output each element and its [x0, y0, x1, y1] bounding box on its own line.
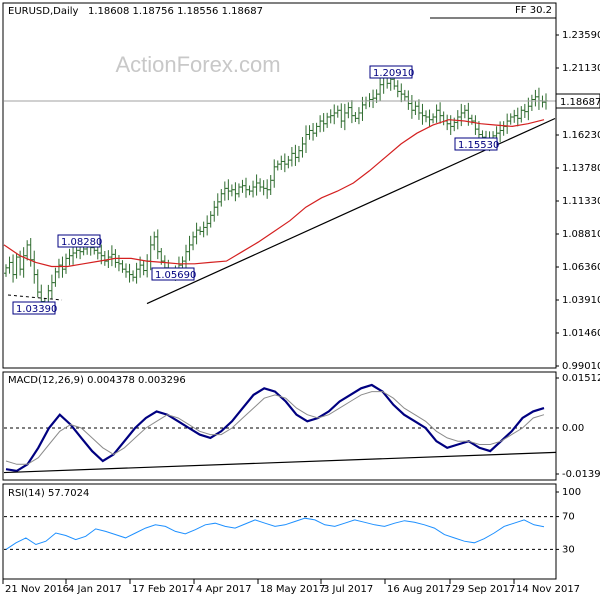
price-annotation-label: 1.08280 — [61, 237, 102, 248]
x-tick-label: 4 Jan 2017 — [68, 584, 122, 595]
macd-panel — [2, 371, 557, 481]
x-tick-label: 4 Apr 2017 — [196, 584, 251, 595]
rsi-tick-label: 30 — [562, 544, 575, 555]
price-axis: 1.23590 1.21130 1.18687 1.16230 1.13780 1.113… — [556, 30, 600, 372]
moving-average-line — [3, 119, 545, 268]
current-price: 1.18687 — [4, 93, 600, 109]
macd-support-line — [3, 451, 557, 474]
price-annotation-label: 1.15530 — [458, 140, 499, 151]
current-price-box — [555, 93, 600, 109]
chart-ohlc: 1.18608 1.18756 1.18556 1.18687 — [88, 6, 263, 17]
moving-average — [3, 119, 545, 268]
price-annotation-label: 1.20910 — [373, 68, 414, 79]
current-price-label: 1.18687 — [560, 97, 600, 108]
price-annotation-label: 1.05690 — [155, 270, 196, 281]
rsi-tick-label: 70 — [562, 512, 575, 523]
price-annotation-label: 1.03390 — [16, 304, 57, 315]
x-tick-label: 29 Sep 2017 — [452, 584, 515, 595]
rsi-lines — [5, 517, 545, 550]
rsi-line — [5, 517, 545, 550]
rsi-axis: 100 70 30 — [4, 487, 581, 555]
x-tick-label: 17 Feb 2017 — [132, 584, 194, 595]
x-tick-label: 21 Nov 2016 — [5, 584, 69, 595]
price-annotation-box — [57, 234, 101, 248]
price-tick-label: 1.03910 — [562, 295, 600, 306]
price-panel — [2, 2, 557, 369]
price-annotation-box — [12, 301, 56, 315]
macd-signal-line — [5, 391, 545, 465]
x-tick-label: 16 Aug 2017 — [387, 584, 451, 595]
price-annotations: 1.20910 1.08280 1.05690 1.03390 1.15530 — [12, 65, 499, 315]
price-tick-label: 1.11330 — [562, 196, 600, 207]
price-tick-label: 1.01460 — [562, 328, 600, 339]
price-tick-label: 1.06360 — [562, 262, 600, 273]
macd-title: MACD(12,26,9) 0.004378 0.003296 — [8, 375, 186, 386]
price-annotation-box — [151, 267, 195, 281]
price-tick-label: 1.23590 — [562, 30, 600, 41]
macd-tick-label: 0.00 — [562, 423, 584, 434]
chart-symbol: EURUSD,Daily — [8, 6, 79, 17]
macd-tick-label: 0.01512 — [562, 373, 600, 384]
rsi-title: RSI(14) 57.7024 — [8, 488, 89, 499]
price-tick-label: 0.99010 — [562, 361, 600, 372]
price-tick-label: 1.16230 — [562, 130, 600, 141]
x-tick-label: 3 Jul 2017 — [323, 584, 373, 595]
price-tick-label: 1.13780 — [562, 163, 600, 174]
macd-main-line — [5, 383, 545, 473]
price-tick-label: 1.08810 — [562, 229, 600, 240]
macd-tick-label: -0.013938 — [562, 469, 600, 480]
price-tick-label: 1.21130 — [562, 63, 600, 74]
x-tick-label: 18 May 2017 — [260, 584, 325, 595]
price-annotation-box — [454, 137, 498, 151]
price-annotation-box — [369, 65, 413, 79]
x-tick-label: 14 Nov 2017 — [516, 584, 580, 595]
macd-lines — [3, 383, 557, 474]
corner-text: FF 30.2 — [515, 5, 552, 16]
rsi-panel — [2, 483, 557, 580]
rsi-tick-label: 100 — [562, 487, 581, 498]
macd-axis: 0.01512 0.00 -0.013938 — [4, 373, 600, 480]
watermark: ActionForex.com — [115, 52, 280, 77]
